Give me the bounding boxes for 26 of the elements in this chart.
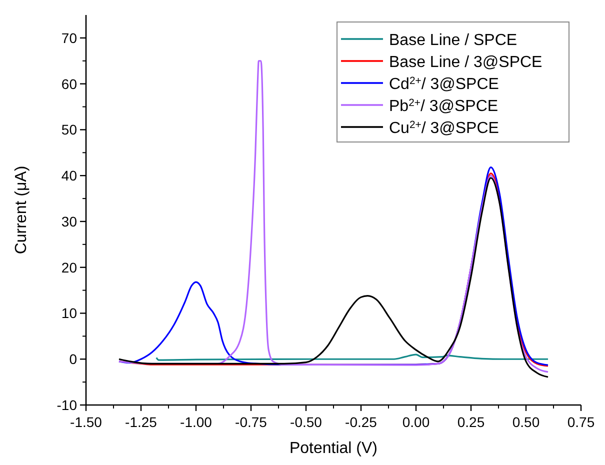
y-tick-label: 10 [61, 305, 78, 322]
legend-label: Pb$^{2+}$/ 3@SPCE [389, 98, 498, 115]
y-tick-label: -10 [56, 397, 78, 413]
y-tick-label: 50 [61, 122, 78, 138]
x-tick-label: -0.75 [235, 414, 268, 430]
x-tick-label: -0.50 [290, 414, 322, 430]
y-tick-label: 20 [61, 259, 78, 276]
x-tick-label: -1.25 [125, 414, 158, 430]
y-tick-label: 60 [61, 76, 78, 92]
y-tick-label: 40 [61, 168, 78, 184]
y-tick-label: 70 [61, 30, 78, 46]
x-tick-label: -0.25 [345, 414, 378, 430]
x-axis-title: Potential (V) [289, 440, 378, 457]
x-tick-label: 0.00 [402, 414, 430, 430]
legend-label: Cd$^{2+}$/ 3@SPCE [389, 76, 499, 93]
x-tick-label: 0.25 [457, 414, 485, 430]
legend-label: Base Line / 3@SPCE [389, 54, 542, 71]
x-tick-label: -1.50 [70, 414, 102, 430]
legend-label: Base Line / SPCE [389, 32, 518, 49]
y-tick-label: 30 [61, 213, 78, 230]
x-tick-label: 0.50 [512, 414, 540, 430]
legend-label: Cu$^{2+}$/ 3@SPCE [389, 120, 499, 137]
y-axis-title: Current (μA) [13, 166, 30, 254]
y-tick-label: 0 [69, 351, 78, 368]
x-tick-label: 0.75 [567, 414, 595, 430]
x-tick-label: -1.00 [180, 414, 212, 430]
